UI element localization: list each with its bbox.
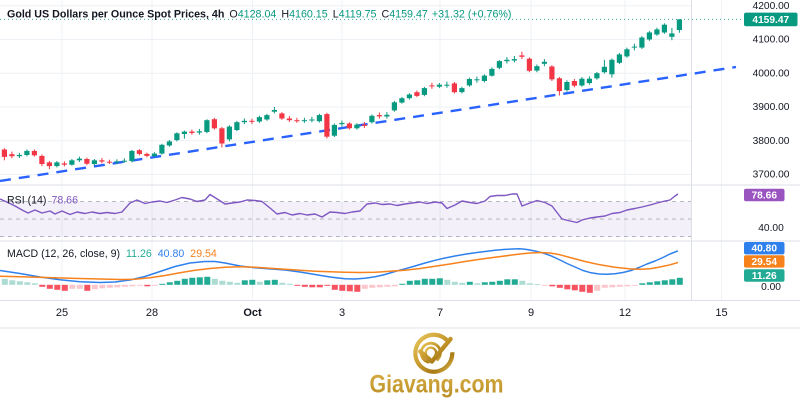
svg-text:25: 25 bbox=[56, 307, 68, 319]
svg-text:11.26: 11.26 bbox=[752, 271, 777, 282]
svg-text:28: 28 bbox=[146, 307, 158, 319]
svg-text:40.80: 40.80 bbox=[752, 244, 778, 255]
svg-text:4200.00: 4200.00 bbox=[753, 1, 790, 12]
svg-text:78.66: 78.66 bbox=[752, 190, 778, 201]
svg-text:40.00: 40.00 bbox=[758, 223, 784, 234]
svg-text:3800.00: 3800.00 bbox=[753, 136, 790, 147]
svg-text:Gold US Dollars per Ounce Spot: Gold US Dollars per Ounce Spot Prices, 4… bbox=[7, 8, 511, 20]
svg-text:4100.00: 4100.00 bbox=[753, 35, 790, 46]
svg-text:3900.00: 3900.00 bbox=[753, 102, 790, 113]
svg-text:15: 15 bbox=[715, 307, 727, 319]
svg-text:Giavang.com: Giavang.com bbox=[370, 371, 504, 399]
svg-text:Oct: Oct bbox=[243, 307, 262, 319]
svg-text:12: 12 bbox=[619, 307, 631, 319]
svg-text:0.00: 0.00 bbox=[761, 282, 781, 293]
svg-text:9: 9 bbox=[528, 307, 534, 319]
svg-text:7: 7 bbox=[437, 307, 443, 319]
svg-text:RSI (14)78.66: RSI (14) 78.66 bbox=[7, 195, 78, 207]
svg-text:4159.47: 4159.47 bbox=[752, 15, 789, 26]
svg-text:3: 3 bbox=[339, 307, 345, 319]
svg-text:29.54: 29.54 bbox=[752, 257, 778, 268]
svg-text:3700.00: 3700.00 bbox=[753, 170, 790, 181]
svg-text:4000.00: 4000.00 bbox=[753, 68, 790, 79]
